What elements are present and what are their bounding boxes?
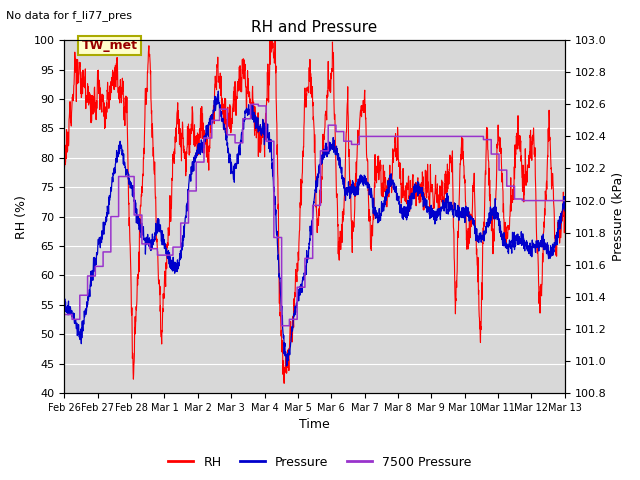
X-axis label: Time: Time <box>299 419 330 432</box>
Legend: RH, Pressure, 7500 Pressure: RH, Pressure, 7500 Pressure <box>163 451 477 474</box>
Title: RH and Pressure: RH and Pressure <box>252 20 378 35</box>
Y-axis label: RH (%): RH (%) <box>15 195 28 239</box>
Y-axis label: Pressure (kPa): Pressure (kPa) <box>612 172 625 261</box>
Text: No data for f_li77_pres: No data for f_li77_pres <box>6 10 132 21</box>
Text: TW_met: TW_met <box>81 39 138 52</box>
